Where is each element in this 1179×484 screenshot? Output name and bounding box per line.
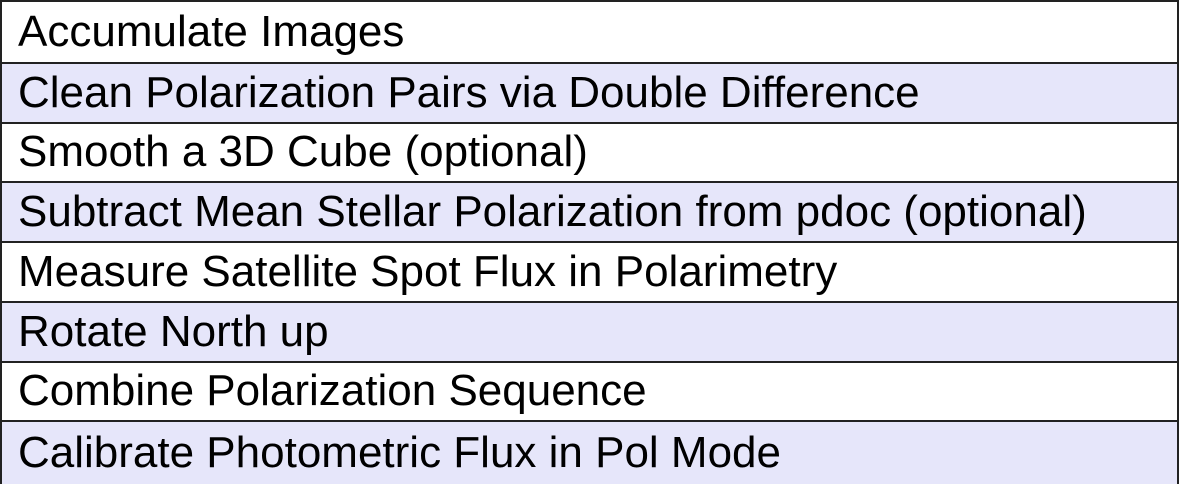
list-item-combine-polarization-sequence[interactable]: Combine Polarization Sequence: [2, 362, 1177, 423]
list-item-rotate-north-up[interactable]: Rotate North up: [2, 302, 1177, 363]
list-item-calibrate-photometric-flux[interactable]: Calibrate Photometric Flux in Pol Mode: [2, 422, 1177, 484]
list-item-measure-satellite-spot-flux[interactable]: Measure Satellite Spot Flux in Polarimet…: [2, 243, 1177, 303]
list-item-subtract-stellar-polarization[interactable]: Subtract Mean Stellar Polarization from …: [2, 183, 1177, 243]
list-item-clean-polarization-pairs[interactable]: Clean Polarization Pairs via Double Diff…: [2, 63, 1177, 124]
list-item-smooth-3d-cube[interactable]: Smooth a 3D Cube (optional): [2, 123, 1177, 184]
list-item-accumulate-images[interactable]: Accumulate Images: [2, 2, 1177, 64]
